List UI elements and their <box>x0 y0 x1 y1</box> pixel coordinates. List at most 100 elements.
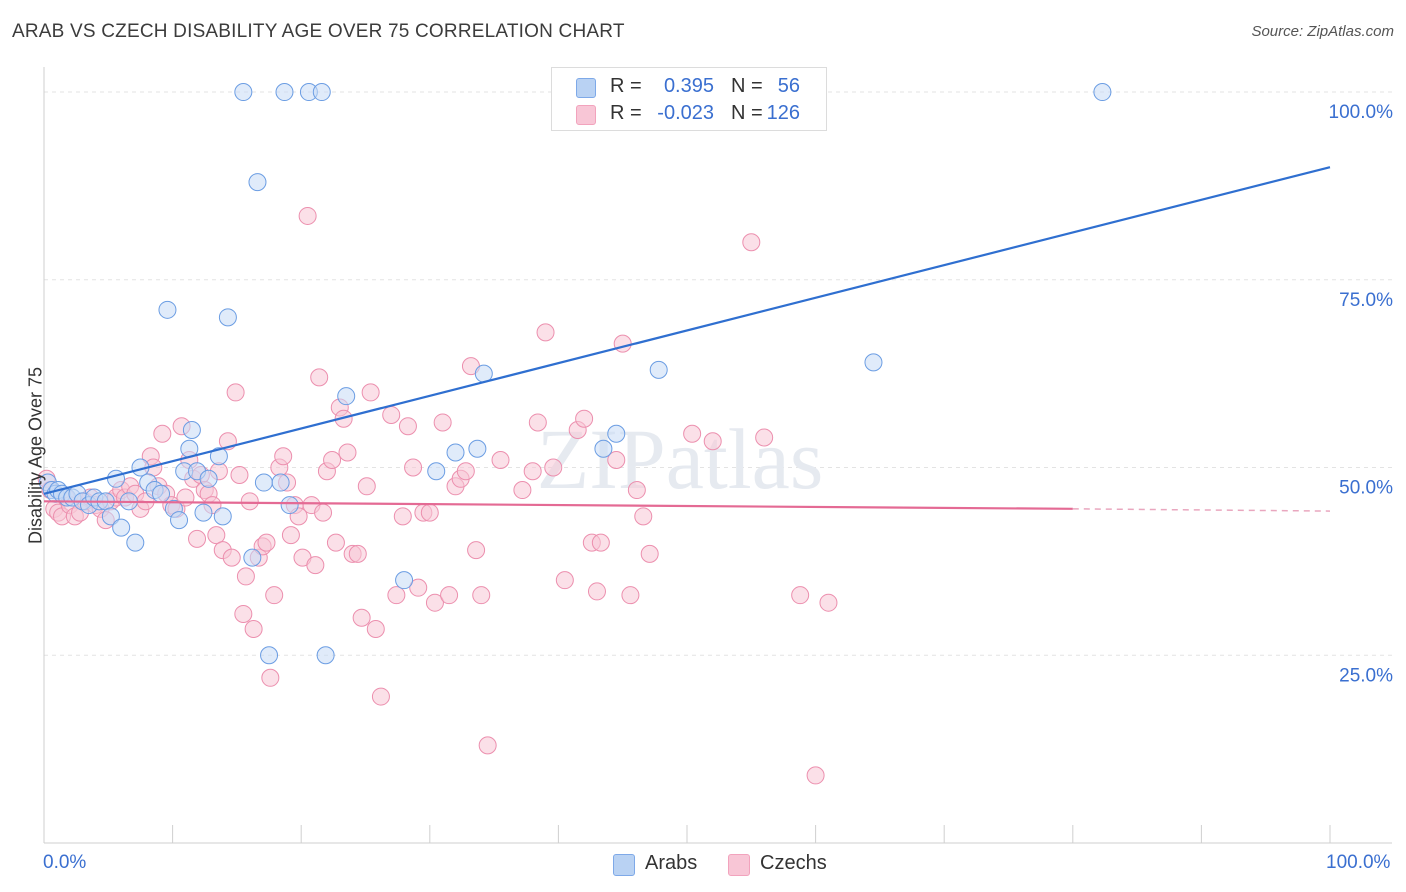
arabs-point-17 <box>126 533 145 552</box>
bottom-legend-swatch-arabs <box>613 854 635 876</box>
legend-row-arabs: R = 0.395 N = 56 <box>552 73 826 101</box>
czechs-point-78 <box>371 687 390 706</box>
legend-r-value: 0.395 <box>663 75 714 97</box>
czechs-trend-line <box>43 500 1073 510</box>
arabs-point-52 <box>607 424 626 443</box>
arabs-point-21 <box>152 484 171 503</box>
arabs-point-33 <box>218 308 237 327</box>
czechs-point-120 <box>806 766 825 785</box>
czechs-point-111 <box>621 586 640 605</box>
arabs-point-14 <box>107 469 126 488</box>
arabs-point-22 <box>158 300 177 319</box>
czechs-point-87 <box>425 593 444 612</box>
czechs-point-103 <box>555 571 574 590</box>
czechs-point-98 <box>513 481 532 500</box>
czechs-point-102 <box>544 458 563 477</box>
czechs-point-71 <box>338 443 357 462</box>
czechs-point-84 <box>409 578 428 597</box>
arabs-point-40 <box>275 83 294 102</box>
arabs-point-55 <box>1093 83 1112 102</box>
czechs-point-38 <box>207 526 226 545</box>
czechs-point-52 <box>261 668 280 687</box>
y-tick-label-2: 75.0% <box>1339 290 1393 311</box>
y-axis-label: Disability Age Over 75 <box>25 366 46 545</box>
czechs-point-92 <box>456 462 475 481</box>
y-tick-label-0: 25.0% <box>1339 665 1393 686</box>
czechs-point-53 <box>265 586 284 605</box>
czechs-trend-extension <box>1072 508 1331 512</box>
czechs-point-79 <box>382 405 401 424</box>
czechs-point-44 <box>230 466 249 485</box>
czechs-point-109 <box>607 451 626 470</box>
arabs-point-35 <box>243 548 262 567</box>
arabs-point-44 <box>316 646 335 665</box>
czechs-point-108 <box>591 533 610 552</box>
bottom-legend-swatch-czechs <box>728 854 750 876</box>
arabs-point-31 <box>209 447 228 466</box>
czechs-point-46 <box>236 567 255 586</box>
czechs-point-48 <box>244 619 263 638</box>
czechs-point-115 <box>683 424 702 443</box>
legend-n-value: 126 <box>766 102 800 124</box>
arabs-trend-line <box>43 166 1331 495</box>
arabs-point-30 <box>199 469 218 488</box>
arabs-point-27 <box>182 420 201 439</box>
czechs-point-67 <box>323 451 342 470</box>
czechs-point-75 <box>357 477 376 496</box>
czechs-point-105 <box>575 409 594 428</box>
correlation-legend: R = 0.395 N = 56 R = -0.023 N = 126 <box>551 67 827 131</box>
czechs-point-95 <box>472 586 491 605</box>
arabs-point-45 <box>337 387 356 406</box>
arabs-point-15 <box>112 518 131 537</box>
czechs-point-55 <box>274 447 293 466</box>
czechs-point-74 <box>352 608 371 627</box>
czechs-point-45 <box>234 604 253 623</box>
legend-r-label: R = <box>610 75 642 97</box>
czechs-point-118 <box>755 428 774 447</box>
x-tick-label-min: 0.0% <box>43 852 87 873</box>
czechs-point-80 <box>387 586 406 605</box>
czechs-point-89 <box>440 586 459 605</box>
czechs-point-114 <box>640 544 659 563</box>
arabs-point-34 <box>234 83 253 102</box>
czechs-point-83 <box>404 458 423 477</box>
arabs-point-48 <box>446 443 465 462</box>
arabs-point-47 <box>427 462 446 481</box>
arabs-point-38 <box>260 646 279 665</box>
chart-title: ARAB VS CZECH DISABILITY AGE OVER 75 COR… <box>12 21 625 42</box>
czechs-point-107 <box>587 582 606 601</box>
czechs-point-64 <box>310 368 329 387</box>
czechs-point-76 <box>361 383 380 402</box>
arabs-point-13 <box>101 507 120 526</box>
czechs-point-82 <box>398 417 417 436</box>
czechs-point-112 <box>627 481 646 500</box>
legend-r-label: R = <box>610 102 642 124</box>
czechs-point-97 <box>491 451 510 470</box>
czechs-point-42 <box>222 548 241 567</box>
bottom-legend-label-arabs: Arabs <box>645 852 698 874</box>
czechs-point-116 <box>703 432 722 451</box>
legend-n-value: 56 <box>777 75 800 97</box>
arabs-point-29 <box>194 503 213 522</box>
czechs-point-25 <box>153 424 172 443</box>
czechs-point-63 <box>306 556 325 575</box>
bottom-legend-label-czechs: Czechs <box>760 852 827 874</box>
arabs-point-39 <box>271 473 290 492</box>
legend-n-label: N = <box>731 75 763 97</box>
legend-swatch-czechs <box>576 105 596 125</box>
legend-r-value: -0.023 <box>657 102 714 124</box>
arabs-point-43 <box>312 83 331 102</box>
czechs-point-117 <box>742 233 761 252</box>
arabs-point-51 <box>594 439 613 458</box>
czechs-point-51 <box>257 533 276 552</box>
czechs-point-33 <box>188 529 207 548</box>
czechs-point-121 <box>819 593 838 612</box>
czechs-point-99 <box>523 462 542 481</box>
arabs-point-46 <box>395 571 414 590</box>
arabs-point-49 <box>468 439 487 458</box>
czechs-point-57 <box>281 526 300 545</box>
czechs-point-65 <box>314 503 333 522</box>
source-label: Source: ZipAtlas.com <box>1251 23 1394 40</box>
czechs-point-96 <box>478 736 497 755</box>
